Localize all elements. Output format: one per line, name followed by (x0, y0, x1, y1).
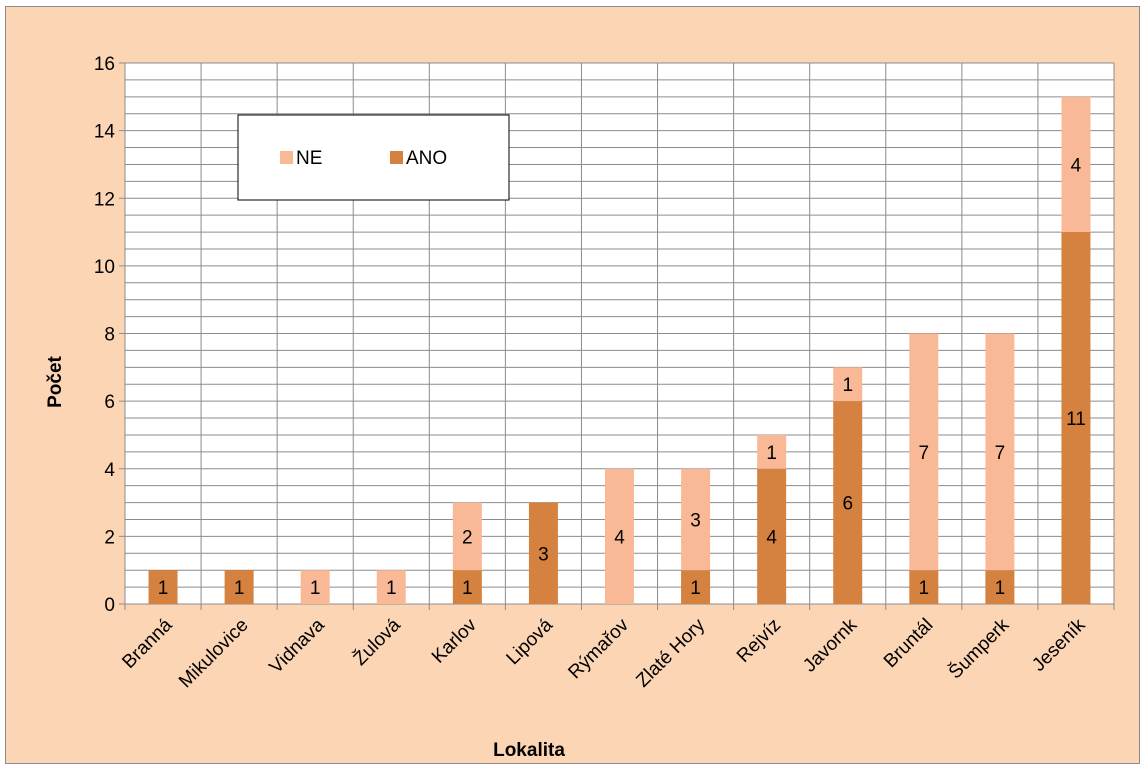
y-tick-label: 16 (94, 54, 115, 75)
bar-ano (757, 468, 787, 604)
bar-value-label: 3 (538, 544, 549, 565)
bar-ne (300, 570, 330, 604)
chart-area: 1 1 1 1 1 2 3 4 1 3 4 1 6 1 1 7 1 7 11 4 0 2 4 6 8 10 12 14 16 Bran… (5, 6, 1140, 764)
legend-swatch-ne (280, 151, 293, 164)
bar-ano (909, 570, 939, 604)
y-tick-label: 10 (94, 257, 115, 278)
bar-value-label: 1 (158, 578, 169, 599)
bar-ne (681, 468, 711, 571)
y-tick-label: 12 (94, 189, 115, 210)
legend-box (237, 114, 510, 201)
bar-value-label: 1 (386, 578, 397, 599)
bar-value-label: 7 (995, 443, 1006, 464)
bar-value-label: 1 (234, 578, 245, 599)
bar-ne (452, 502, 482, 571)
bar-ano (224, 570, 254, 604)
bar-ano (833, 401, 863, 604)
y-tick-label: 2 (104, 527, 115, 548)
bar-ne (833, 367, 863, 402)
bar-value-label: 3 (690, 510, 701, 531)
bar-ano (985, 570, 1015, 604)
bar-value-label: 2 (462, 527, 473, 548)
bar-value-label: 4 (766, 527, 777, 548)
bar-value-label: 1 (462, 578, 473, 599)
bar-ne (376, 570, 406, 604)
bar-ne (757, 434, 787, 469)
bar-value-label: 4 (1071, 155, 1082, 176)
bar-ano (148, 570, 178, 604)
bar-value-label: 1 (766, 443, 777, 464)
bar-ano (528, 502, 558, 604)
bar-value-label: 1 (995, 578, 1006, 599)
bars (148, 96, 1091, 604)
x-axis-title: Lokalita (493, 740, 565, 761)
legend: NE ANO (237, 114, 510, 201)
legend-label-ne: NE (296, 148, 322, 169)
bar-value-label: 1 (919, 578, 930, 599)
bar-ano (681, 570, 711, 604)
bar-value-label: 4 (614, 527, 625, 548)
bar-ne (1061, 96, 1091, 233)
bar-value-label: 11 (1066, 409, 1086, 430)
bar-value-label: 1 (842, 375, 853, 396)
bar-value-label: 1 (310, 578, 321, 599)
y-tick-label: 4 (104, 460, 115, 481)
bar-ne (605, 468, 634, 604)
y-axis-title: Počet (45, 355, 66, 407)
y-tick-label: 0 (104, 595, 115, 616)
y-tick-label: 6 (104, 392, 115, 413)
y-tick-label: 8 (104, 325, 115, 346)
legend-label-ano: ANO (406, 148, 447, 169)
bar-ano (452, 570, 482, 604)
bar-ne (985, 333, 1015, 571)
bar-ne (909, 333, 939, 571)
bar-ano (1061, 232, 1091, 604)
bar-value-label: 7 (919, 443, 930, 464)
bar-value-label: 6 (842, 494, 853, 515)
y-axis-ticks: 0 2 4 6 8 10 12 14 16 (94, 54, 116, 616)
y-tick-label: 14 (94, 122, 116, 143)
legend-swatch-ano (390, 151, 403, 164)
bar-value-label: 1 (690, 578, 701, 599)
